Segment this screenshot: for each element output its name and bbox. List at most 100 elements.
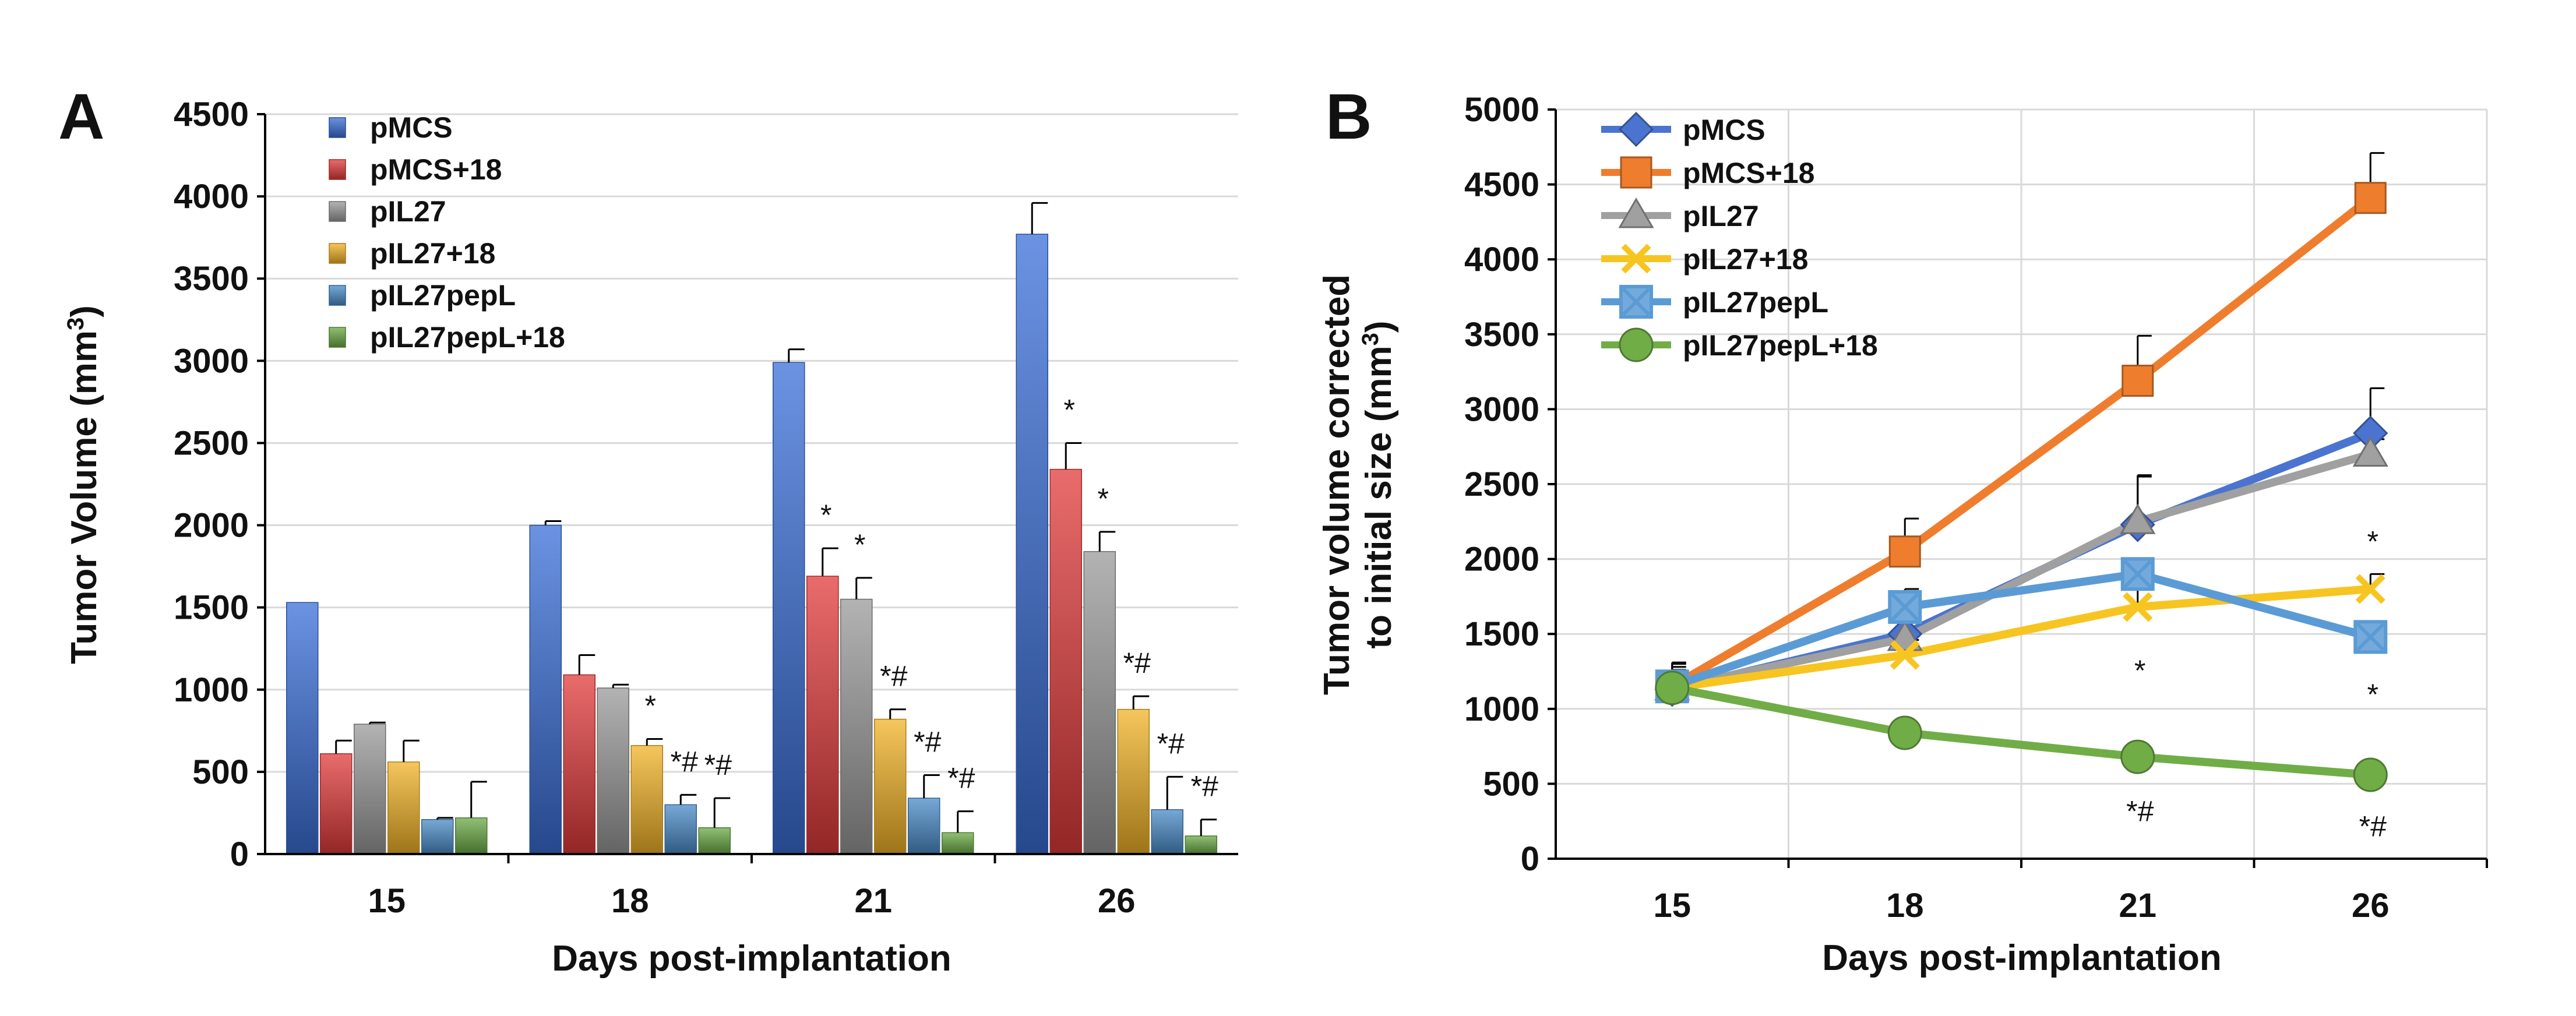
panel-b-point-pil27pepl-day-21-stroke bbox=[2123, 560, 2152, 588]
panel-b-y-title-close: ) bbox=[1359, 320, 1399, 333]
panel-b-point-pil27pepl-day-26 bbox=[2353, 620, 2388, 654]
panel-a-y-tick-labels: 0 500 1000 1500 2000 2500 3000 3500 4000 4500 bbox=[174, 96, 249, 873]
panel-b-point-pil27pepl-plus-18-day-21 bbox=[2120, 739, 2155, 774]
panel-b-y-tick-label: 1500 bbox=[1464, 615, 1539, 653]
panel-b-significance-mark: * bbox=[2367, 525, 2378, 558]
panel-a-bar-pil27-plus-18-day-26 bbox=[1117, 708, 1150, 855]
panel-a-bar-pil27-plus-18-day-18 bbox=[630, 745, 663, 855]
panel-b-line-chart: B 0 500 1000 1500 2000 2500 3000 3500 4000 4500 50… bbox=[1317, 81, 2488, 978]
panel-a-legend-label-pil27-plus-18: pIL27+18 bbox=[370, 237, 495, 270]
panel-b-point-pmcs-plus-18-day-21 bbox=[2122, 365, 2154, 397]
panel-b-legend-label-pil27: pIL27 bbox=[1683, 200, 1759, 232]
panel-a-significance-mark: * bbox=[1098, 482, 1109, 515]
panel-a-legend-swatch-pmcs bbox=[329, 117, 346, 138]
panel-a-significance-marks: **# *#***#*#*#***#*#*# bbox=[645, 393, 1219, 802]
panel-b-y-tick-label: 2000 bbox=[1464, 541, 1539, 578]
panel-a-legend-label-pil27: pIL27 bbox=[370, 195, 446, 228]
panel-b-significance-mark: * bbox=[2367, 678, 2378, 711]
panel-b-point-pil27-plus-18-day-26-stroke bbox=[2355, 574, 2385, 604]
panel-b-y-tick-label: 500 bbox=[1483, 765, 1539, 803]
panel-b-y-tick-label: 3000 bbox=[1464, 390, 1539, 428]
panel-a-significance-mark: * bbox=[645, 689, 656, 722]
panel-b-point-pmcs-plus-18-day-26 bbox=[2354, 182, 2387, 214]
panel-a-legend-label-pmcs-plus-18: pMCS+18 bbox=[370, 153, 502, 186]
panel-b-legend-marker-pil27 bbox=[1618, 197, 1654, 228]
panel-b-point-pmcs-plus-18-day-18 bbox=[1888, 535, 1921, 568]
panel-b-y-tick-labels: 0 500 1000 1500 2000 2500 3000 3500 4000 4500 5000 bbox=[1464, 91, 1539, 878]
panel-a-bar-pil27-day-15 bbox=[354, 724, 386, 855]
panel-a-y-tick-label: 0 bbox=[230, 835, 249, 873]
panel-a-bar-pil27pepl-day-18 bbox=[664, 804, 697, 855]
panel-a-legend-label-pil27pepl: pIL27pepL bbox=[370, 279, 516, 312]
panel-a-significance-mark: *# bbox=[671, 745, 698, 778]
panel-a-bar-chart: A 0 500 1000 1500 2000 2500 3000 3500 4000 4500 *… bbox=[58, 81, 1238, 979]
panel-a-bar-pil27pepl-plus-18-day-21 bbox=[942, 832, 974, 855]
panel-a-y-tick-label: 1000 bbox=[174, 671, 249, 709]
panel-b-legend-label-pil27pepl: pIL27pepL bbox=[1683, 286, 1828, 319]
panel-b-y-title-main: to initial size (mm bbox=[1359, 345, 1399, 648]
panel-b-point-pil27pepl-day-26-stroke bbox=[2356, 623, 2385, 651]
panel-a-y-tick-label: 1500 bbox=[174, 589, 249, 627]
panel-b-significance-mark: *# bbox=[2359, 810, 2387, 842]
panel-a-bar-pmcs-plus-18-day-21 bbox=[806, 576, 839, 855]
panel-a-error-bars bbox=[335, 202, 1217, 836]
panel-b-legend-marker-pmcs bbox=[1618, 111, 1654, 147]
panel-b-line-pil27 bbox=[1671, 450, 2372, 692]
panel-b-legend-marker-pil27-plus-18 bbox=[1621, 244, 1651, 274]
panel-b-y-tick-label: 4000 bbox=[1464, 241, 1539, 278]
panel-b-line-pil27-plus-18 bbox=[1671, 585, 2371, 692]
panel-b-x-axis-title: Days post-implantation bbox=[1822, 938, 2222, 978]
panel-a-x-tick-labels: 15 18 21 26 bbox=[368, 854, 1136, 920]
panel-a-significance-mark: *# bbox=[880, 660, 907, 693]
panel-b-legend-marker-pil27pepl-stroke bbox=[1622, 287, 1651, 316]
panel-a-legend-swatch-pil27 bbox=[329, 201, 346, 222]
panel-a-legend: pMCS pMCS+18 pIL27 pIL27+18 pIL27pepL pIL27pe… bbox=[329, 111, 565, 354]
panel-b-line-pil27pepl-plus-18 bbox=[1671, 683, 2371, 779]
panel-a-bar-pil27pepl-day-15 bbox=[421, 819, 454, 855]
panel-b-x-tick-labels: 15 18 21 26 bbox=[1653, 859, 2488, 925]
panel-a-y-tick-label: 2000 bbox=[174, 507, 249, 545]
panel-a-significance-mark: *# bbox=[704, 749, 732, 781]
panel-a-significance-mark: *# bbox=[1157, 727, 1185, 760]
panel-b-point-pil27-plus-18-day-21-stroke bbox=[2123, 592, 2153, 622]
panel-b-legend-marker-pmcs-plus-18 bbox=[1620, 156, 1652, 189]
panel-a-bar-pmcs-day-15 bbox=[286, 602, 319, 855]
panel-a-legend-label-pmcs: pMCS bbox=[370, 111, 453, 144]
panel-b-y-tick-label: 1000 bbox=[1464, 690, 1539, 728]
panel-b-y-tick-label: 3500 bbox=[1464, 316, 1539, 354]
panel-b-x-tick-label: 18 bbox=[1886, 887, 1924, 925]
panel-b-legend-marker-pil27pepl-plus-18 bbox=[1619, 327, 1654, 362]
panel-b-significance-mark: * bbox=[2134, 654, 2145, 687]
panel-b-y-axis-title-line1: Tumor volume corrected bbox=[1317, 274, 1357, 695]
panel-a-bar-pil27pepl-day-21 bbox=[908, 798, 940, 855]
panel-a-x-tick-label: 26 bbox=[1098, 882, 1136, 920]
panel-a-legend-swatch-pil27pepl-plus-18 bbox=[329, 327, 346, 348]
panel-b-legend-label-pmcs: pMCS bbox=[1683, 114, 1766, 146]
panel-b-point-pil27pepl-plus-18-day-18 bbox=[1887, 715, 1922, 750]
panel-a-significance-mark: *# bbox=[1191, 770, 1218, 803]
panel-b-legend: pMCS pMCS+18 pIL27 pIL27+18 pIL27pepL pIL27pe… bbox=[1601, 111, 1878, 362]
panel-b-significance-mark: *# bbox=[2126, 795, 2154, 828]
panel-b-y-axis-title-line2: to initial size (mm3) bbox=[1358, 320, 1399, 648]
panel-a-legend-swatch-pil27pepl bbox=[329, 285, 346, 306]
panel-a-bar-pil27-plus-18-day-15 bbox=[387, 761, 420, 855]
panel-a-y-title-superscript: 3 bbox=[63, 318, 89, 330]
panel-b-x-tick-label: 15 bbox=[1653, 887, 1691, 925]
panel-b-x-tick-label: 26 bbox=[2352, 887, 2390, 925]
panel-b-legend-label-pil27-plus-18: pIL27+18 bbox=[1683, 243, 1808, 276]
panel-a-significance-mark: * bbox=[854, 528, 865, 561]
panel-b-y-tick-label: 2500 bbox=[1464, 465, 1539, 503]
panel-b-line-pil27pepl bbox=[1671, 570, 2372, 690]
panel-b-gridlines bbox=[1548, 108, 2488, 860]
panel-a-x-axis-title: Days post-implantation bbox=[552, 939, 952, 979]
panel-b-y-tick-label: 0 bbox=[1521, 840, 1539, 878]
panel-a-bar-pil27-day-26 bbox=[1083, 551, 1116, 855]
panel-b-significance-marks: * * * *# *# bbox=[2126, 525, 2387, 843]
panel-b-point-pil27-plus-18-day-26 bbox=[2355, 574, 2385, 604]
panel-a-significance-mark: *# bbox=[947, 762, 975, 795]
panel-a-bars bbox=[286, 234, 1217, 855]
panel-a-y-tick-label: 3000 bbox=[174, 342, 249, 380]
panel-b-legend-marker-pil27-plus-18-stroke bbox=[1621, 244, 1651, 274]
panel-a-x-tick-label: 18 bbox=[611, 882, 649, 920]
panel-a-bar-pil27pepl-plus-18-day-26 bbox=[1185, 835, 1217, 855]
